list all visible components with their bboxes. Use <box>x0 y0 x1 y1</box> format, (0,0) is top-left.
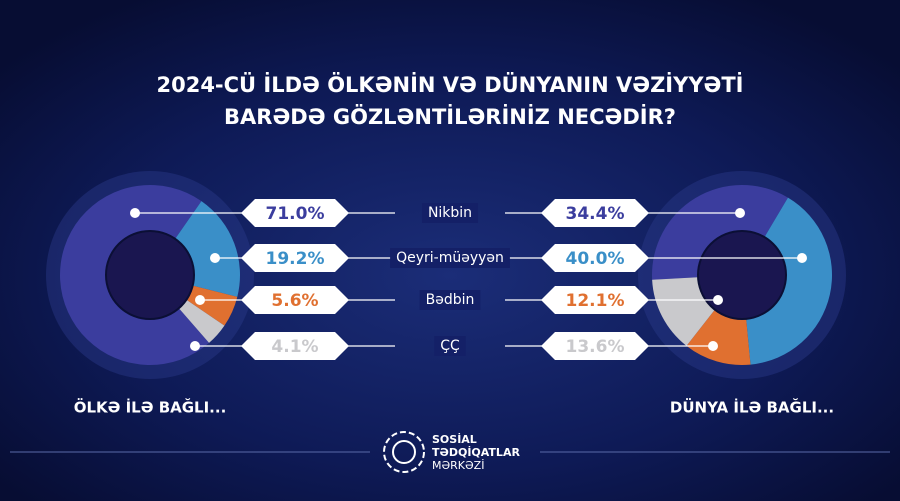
value-label: 40.0% <box>566 249 625 269</box>
category-label: Qeyri-müəyyən <box>396 250 504 266</box>
category-label-bg <box>434 336 466 356</box>
donut-slice <box>652 277 715 346</box>
footer-text: SOSİAL <box>432 432 477 446</box>
value-pill <box>241 332 349 360</box>
value-pill <box>241 244 349 272</box>
category-label: ÇÇ <box>440 338 460 354</box>
value-pill <box>241 199 349 227</box>
connector-dot <box>190 341 200 351</box>
value-label: 4.1% <box>271 337 318 357</box>
connector-dot <box>210 253 220 263</box>
footer-text: TƏDQİQATLAR <box>432 445 520 459</box>
donut-slice <box>686 309 751 366</box>
value-label: 5.6% <box>271 291 318 311</box>
value-pill <box>541 199 649 227</box>
donut-slice <box>175 201 240 297</box>
category-label-bg <box>421 203 479 223</box>
logo <box>383 431 425 473</box>
connector-dot <box>708 341 718 351</box>
category-label-bg <box>390 248 510 268</box>
category-label-bg <box>419 290 481 310</box>
category-label: Bədbin <box>426 292 475 308</box>
value-label: 34.4% <box>566 204 625 224</box>
title-line: BARƏDƏ GÖZLƏNTİLƏRİNİZ NECƏDİR? <box>224 104 676 129</box>
donut-slice <box>652 185 788 280</box>
connector-dot <box>713 295 723 305</box>
value-label: 13.6% <box>566 337 625 357</box>
connector-dot <box>735 208 745 218</box>
value-pill <box>241 286 349 314</box>
connector-dot <box>130 208 140 218</box>
donut-title: DÜNYA İLƏ BAĞLI... <box>670 398 834 417</box>
value-label: 19.2% <box>266 249 325 269</box>
value-pill <box>541 244 649 272</box>
value-label: 12.1% <box>566 291 625 311</box>
donut-slice <box>746 197 832 365</box>
value-label: 71.0% <box>266 204 325 224</box>
donut-slice <box>178 299 225 343</box>
donut-hole <box>105 230 195 320</box>
title-line: 2024-CÜ İLDƏ ÖLKƏNİN VƏ DÜNYANIN VƏZİYYƏ… <box>156 72 743 97</box>
donut-title: ÖLKƏ İLƏ BAĞLI... <box>74 398 227 417</box>
footer-text: MƏRKƏZİ <box>432 459 484 472</box>
donut-slice <box>60 185 210 366</box>
connector-dot <box>797 253 807 263</box>
connector-dot <box>195 295 205 305</box>
category-label: Nikbin <box>428 205 472 221</box>
donut-hole <box>697 230 787 320</box>
value-pill <box>541 286 649 314</box>
value-pill <box>541 332 649 360</box>
